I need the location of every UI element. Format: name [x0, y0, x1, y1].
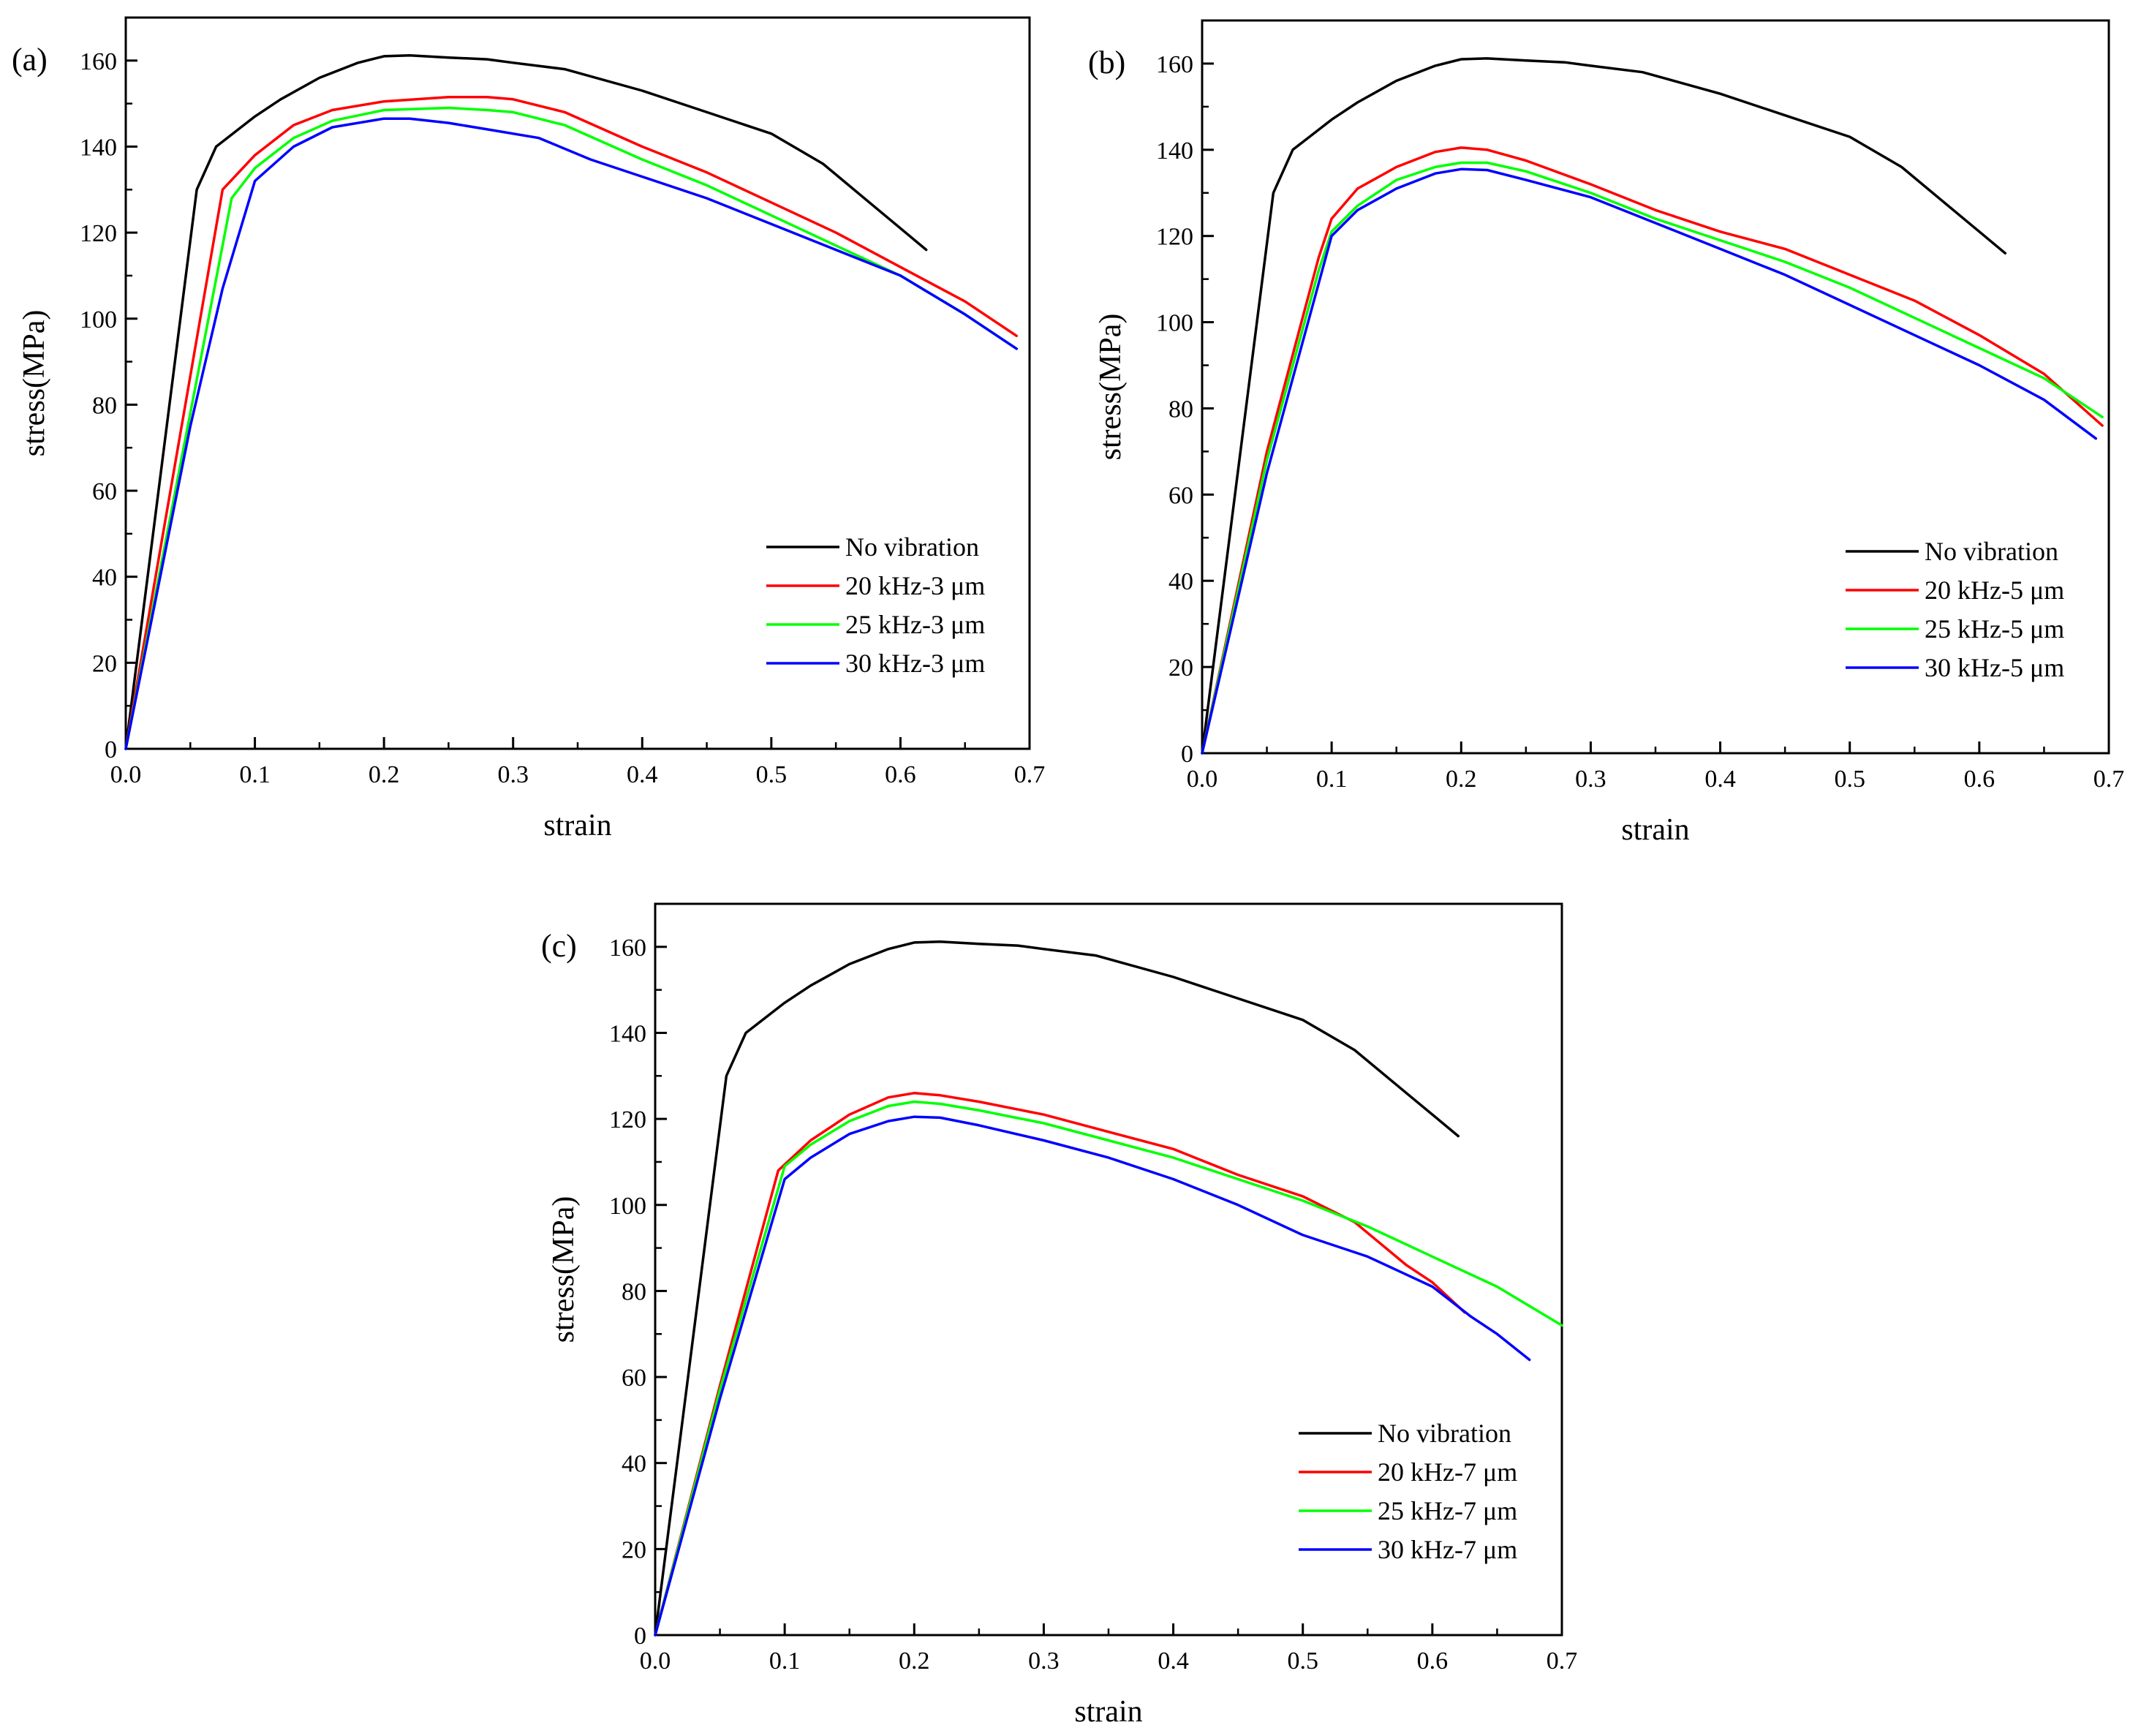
- legend-label-4: 30 kHz-7 μm: [1378, 1535, 1517, 1564]
- x-tick-label: 0.1: [239, 761, 271, 788]
- x-axis-title: strain: [1074, 1695, 1142, 1729]
- legend-label-3: 25 kHz-5 μm: [1925, 614, 2064, 644]
- x-tick-label: 0.3: [497, 761, 529, 788]
- y-tick-label: 40: [622, 1451, 646, 1478]
- series-line-3: [654, 1100, 1563, 1637]
- series-line-1: [1201, 57, 2007, 755]
- y-axis-title: stress(MPa): [547, 1196, 581, 1343]
- x-tick-label: 0.7: [2093, 766, 2125, 793]
- legend-label-4: 30 kHz-3 μm: [845, 649, 985, 678]
- plot-frame: [654, 902, 1563, 1637]
- y-tick-label: 160: [1156, 51, 1193, 78]
- x-tick-label: 0.6: [885, 761, 916, 788]
- x-tick-label: 0.4: [1158, 1648, 1189, 1675]
- y-tick-label: 0: [1181, 741, 1193, 768]
- legend-label-1: No vibration: [1378, 1419, 1511, 1448]
- y-tick-label: 100: [609, 1193, 646, 1220]
- x-tick-label: 0.2: [369, 761, 400, 788]
- x-tick-label: 0.5: [756, 761, 788, 788]
- x-tick-label: 0.3: [1028, 1648, 1060, 1675]
- series-line-1: [124, 54, 928, 750]
- y-tick-label: 40: [1168, 568, 1193, 595]
- plot-frame: [124, 16, 1031, 750]
- y-tick-label: 120: [609, 1106, 646, 1133]
- x-tick-label: 0.0: [1187, 766, 1218, 793]
- y-axis-title: stress(MPa): [18, 310, 51, 457]
- x-tick-label: 0.7: [1547, 1648, 1578, 1675]
- x-tick-label: 0.6: [1417, 1648, 1449, 1675]
- legend-label-3: 25 kHz-3 μm: [845, 610, 985, 639]
- legend-label-2: 20 kHz-5 μm: [1925, 575, 2064, 605]
- y-tick-label: 100: [1156, 310, 1193, 337]
- series-line-4: [1201, 167, 2098, 755]
- panel-label: (c): [541, 928, 577, 964]
- legend-label-1: No vibration: [845, 532, 979, 562]
- panel-b: 0.0 0.1 0.2 0.3 0.4 0.5 0.6 0.7 0 20 40 60 80 100 120 1…: [1088, 19, 2125, 847]
- y-tick-label: 20: [622, 1536, 646, 1563]
- series-line-2: [124, 96, 1019, 750]
- x-tick-label: 0.3: [1575, 766, 1606, 793]
- y-tick-label: 20: [92, 650, 117, 677]
- series-line-3: [1201, 161, 2104, 755]
- y-tick-label: 140: [1156, 137, 1193, 165]
- series-line-1: [654, 940, 1460, 1637]
- y-tick-label: 160: [609, 935, 646, 962]
- panel-a: 0.0 0.1 0.2 0.3 0.4 0.5 0.6 0.7 0 20 40 60 80 100 120 1…: [12, 16, 1046, 842]
- series-line-2: [654, 1092, 1466, 1637]
- y-axis-title: stress(MPa): [1094, 314, 1128, 461]
- y-tick-label: 0: [105, 736, 117, 763]
- x-axis-title: strain: [543, 809, 611, 842]
- series-line-4: [124, 117, 1019, 750]
- legend-label-4: 30 kHz-5 μm: [1925, 653, 2064, 682]
- x-tick-label: 0.5: [1287, 1648, 1318, 1675]
- y-tick-label: 120: [1156, 224, 1193, 251]
- y-tick-label: 140: [80, 134, 117, 161]
- y-tick-label: 60: [622, 1365, 646, 1392]
- y-tick-label: 0: [634, 1623, 646, 1650]
- y-tick-label: 40: [92, 565, 117, 592]
- y-tick-label: 160: [80, 48, 117, 75]
- legend-label-2: 20 kHz-3 μm: [845, 571, 985, 600]
- series-line-3: [124, 106, 1019, 750]
- x-tick-label: 0.5: [1834, 766, 1865, 793]
- series-line-4: [654, 1115, 1531, 1637]
- x-tick-label: 0.1: [1316, 766, 1348, 793]
- y-tick-label: 100: [80, 306, 117, 333]
- y-tick-label: 60: [92, 478, 117, 505]
- y-tick-label: 60: [1168, 482, 1193, 509]
- series-line-2: [1201, 146, 2104, 755]
- x-tick-label: 0.4: [627, 761, 658, 788]
- y-tick-label: 140: [609, 1020, 646, 1047]
- x-axis-title: strain: [1621, 813, 1689, 847]
- y-tick-label: 80: [92, 392, 117, 419]
- y-tick-label: 80: [622, 1278, 646, 1305]
- x-tick-label: 0.2: [899, 1648, 930, 1675]
- x-tick-label: 0.2: [1446, 766, 1477, 793]
- legend-label-1: No vibration: [1925, 537, 2058, 566]
- panel-c: 0.0 0.1 0.2 0.3 0.4 0.5 0.6 0.7 0 20 40 60 80 100 120 1…: [541, 902, 1578, 1729]
- y-tick-label: 120: [80, 220, 117, 247]
- x-tick-label: 0.0: [640, 1648, 671, 1675]
- legend-label-3: 25 kHz-7 μm: [1378, 1496, 1517, 1525]
- legend-label-2: 20 kHz-7 μm: [1378, 1457, 1517, 1487]
- x-tick-label: 0.6: [1964, 766, 1995, 793]
- panel-label: (b): [1088, 45, 1125, 80]
- x-tick-label: 0.0: [110, 761, 142, 788]
- x-tick-label: 0.1: [769, 1648, 801, 1675]
- panel-label: (a): [12, 42, 48, 78]
- y-tick-label: 80: [1168, 396, 1193, 423]
- x-tick-label: 0.4: [1704, 766, 1736, 793]
- y-tick-label: 20: [1168, 654, 1193, 682]
- x-tick-label: 0.7: [1014, 761, 1046, 788]
